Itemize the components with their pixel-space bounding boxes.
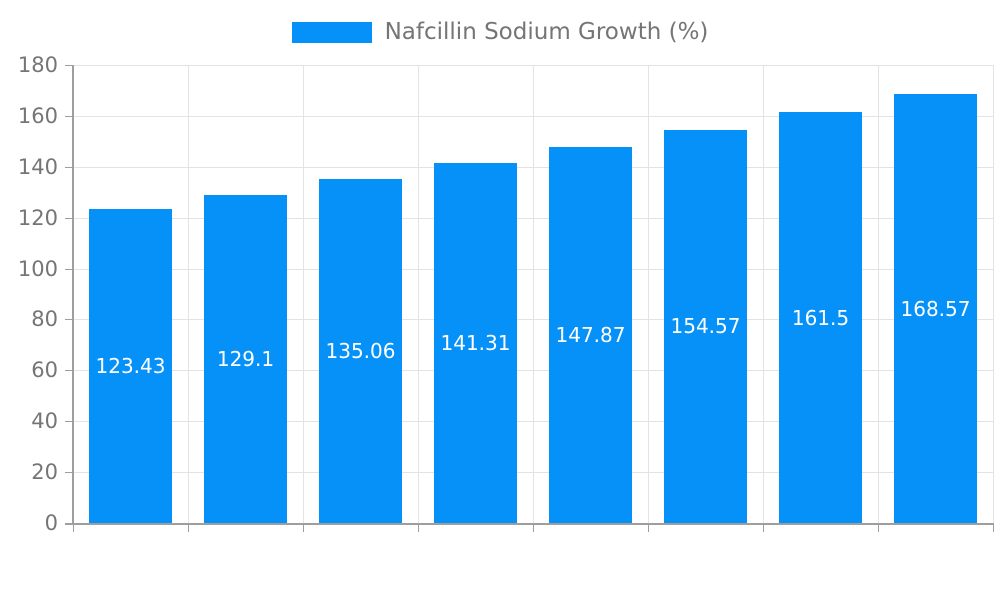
y-axis-label: 180: [17, 53, 58, 77]
bar-value-label: 129.1: [216, 346, 275, 371]
y-axis-label: 120: [17, 206, 58, 230]
bar[interactable]: [894, 94, 977, 523]
legend[interactable]: Nafcillin Sodium Growth (%): [0, 21, 1000, 44]
x-tick: [648, 523, 649, 532]
bar-value-label: 154.57: [670, 314, 741, 339]
y-tick: [65, 421, 73, 422]
bar[interactable]: [664, 129, 747, 523]
x-tick: [993, 523, 994, 532]
x-gridline: [418, 65, 419, 523]
legend-swatch: [291, 22, 372, 43]
legend-label: Nafcillin Sodium Growth (%): [384, 19, 709, 45]
x-tick: [878, 523, 879, 532]
x-tick: [533, 523, 534, 532]
x-gridline: [533, 65, 534, 523]
x-gridline: [993, 65, 994, 523]
bar-value-label: 141.31: [440, 331, 511, 356]
x-gridline: [188, 65, 189, 523]
x-tick: [418, 523, 419, 532]
x-gridline: [878, 65, 879, 523]
y-tick: [65, 167, 73, 168]
bar[interactable]: [204, 194, 287, 523]
x-tick: [303, 523, 304, 532]
x-gridline: [303, 65, 304, 523]
bar-value-label: 135.06: [325, 339, 396, 364]
bar-value-label: 168.57: [900, 296, 971, 321]
x-tick: [188, 523, 189, 532]
y-axis-label: 60: [31, 358, 58, 382]
y-axis-label: 140: [17, 155, 58, 179]
y-axis-label: 0: [44, 511, 58, 535]
x-tick: [763, 523, 764, 532]
x-gridline: [648, 65, 649, 523]
y-axis-label: 20: [31, 460, 58, 484]
y-tick: [65, 472, 73, 473]
bar[interactable]: [779, 112, 862, 523]
bar[interactable]: [549, 146, 632, 523]
bar-value-label: 147.87: [555, 322, 626, 347]
y-axis-label: 160: [17, 104, 58, 128]
x-gridline: [763, 65, 764, 523]
y-axis-label: 80: [31, 307, 58, 331]
bar[interactable]: [89, 208, 172, 523]
y-axis-label: 100: [17, 257, 58, 281]
y-axis-line: [72, 65, 74, 523]
bar[interactable]: [319, 179, 402, 523]
bar[interactable]: [434, 163, 517, 523]
y-tick: [65, 218, 73, 219]
bar-value-label: 161.5: [791, 305, 850, 330]
x-tick: [73, 523, 74, 532]
y-tick: [65, 116, 73, 117]
x-axis-line: [65, 523, 993, 525]
bar-value-label: 123.43: [95, 353, 166, 378]
y-axis-label: 40: [31, 409, 58, 433]
y-tick: [65, 65, 73, 66]
y-tick: [65, 370, 73, 371]
y-tick: [65, 319, 73, 320]
y-tick: [65, 269, 73, 270]
